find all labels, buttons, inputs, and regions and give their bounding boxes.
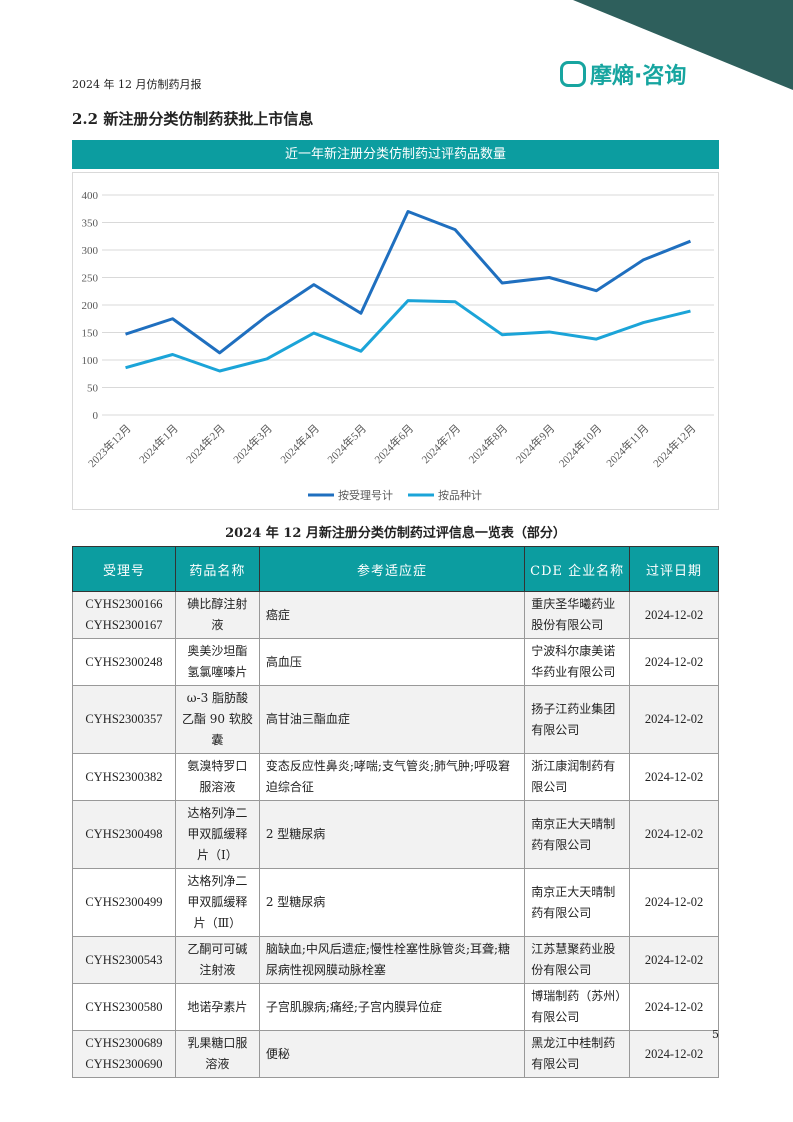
- x-tick-label: 2024年8月: [465, 421, 510, 466]
- application-no-cell: CYHS2300689 CYHS2300690: [72, 1030, 176, 1078]
- indication-cell: 便秘: [258, 1030, 526, 1078]
- indication-cell: 子宫肌腺病;痛经;子宫内膜异位症: [258, 983, 526, 1031]
- approval-date-cell: 2024-12-02: [629, 685, 719, 754]
- x-tick-label: 2024年6月: [371, 421, 416, 466]
- logo-icon: [560, 61, 586, 87]
- company-cell: 江苏慧聚药业股份有限公司: [524, 936, 631, 984]
- section-title: 2.2 新注册分类仿制药获批上市信息: [72, 110, 314, 128]
- drug-name-cell: 地诺孕素片: [174, 983, 260, 1031]
- application-no-cell: CYHS2300248: [72, 638, 176, 686]
- series-line-0: [125, 210, 692, 355]
- indication-cell: 高甘油三酯血症: [258, 685, 526, 754]
- x-tick-label: 2024年4月: [277, 421, 322, 466]
- approval-date-cell: 2024-12-02: [629, 800, 719, 869]
- x-tick-label: 2024年11月: [603, 421, 652, 470]
- table-row: CYHS2300580 地诺孕素片 子宫肌腺病;痛经;子宫内膜异位症 博瑞制药（苏州）…: [72, 983, 719, 1031]
- column-header: 参考适应症: [258, 546, 526, 592]
- legend-label: 按受理号计: [338, 488, 393, 502]
- company-cell: 南京正大天晴制药有限公司: [524, 800, 631, 869]
- y-tick-label: 0: [93, 410, 99, 422]
- application-no-cell: CYHS2300357: [72, 685, 176, 754]
- table-title: 2024 年 12 月新注册分类仿制药过评信息一览表（部分）: [225, 526, 566, 541]
- indication-cell: 2 型糖尿病: [258, 868, 526, 937]
- legend-label: 按品种计: [438, 488, 482, 502]
- x-tick-label: 2024年2月: [183, 421, 228, 466]
- drug-name-cell: 碘比醇注射液: [174, 591, 260, 639]
- application-no-cell: CYHS2300166 CYHS2300167: [72, 591, 176, 639]
- drug-name-cell: 奥美沙坦酯氢氯噻嗪片: [174, 638, 260, 686]
- table-row: CYHS2300499 达格列净二甲双胍缓释片（Ⅲ） 2 型糖尿病 南京正大天晴制药有…: [72, 868, 719, 937]
- column-header: 受理号: [72, 546, 176, 592]
- corner-decoration: [573, 0, 793, 90]
- logo-text: 摩熵·咨询: [590, 64, 687, 89]
- company-cell: 黑龙江中桂制药有限公司: [524, 1030, 631, 1078]
- approval-date-cell: 2024-12-02: [629, 983, 719, 1031]
- y-tick-label: 150: [82, 328, 99, 340]
- column-header: CDE 企业名称: [524, 546, 631, 592]
- chart: 0 50 100 150 200 250 300 350 400 2023年12月 2024年1月 2…: [72, 172, 719, 510]
- drug-name-cell: 达格列净二甲双胍缓释片（Ⅲ）: [174, 868, 260, 937]
- logo: 摩熵·咨询: [560, 58, 686, 90]
- indication-cell: 高血压: [258, 638, 526, 686]
- x-tick-label: 2024年1月: [136, 421, 181, 466]
- indication-cell: 癌症: [258, 591, 526, 639]
- y-tick-label: 50: [87, 383, 99, 395]
- table-row: CYHS2300543 乙酮可可碱注射液 脑缺血;中风后遗症;慢性栓塞性脉管炎;耳聋…: [72, 936, 719, 984]
- y-tick-label: 300: [82, 245, 99, 257]
- table-row: CYHS2300689 CYHS2300690 乳果糖口服溶液 便秘 黑龙江中桂制药有…: [72, 1030, 719, 1078]
- indication-cell: 2 型糖尿病: [258, 800, 526, 869]
- company-cell: 宁波科尔康美诺华药业有限公司: [524, 638, 631, 686]
- indication-cell: 变态反应性鼻炎;哮喘;支气管炎;肺气肿;呼吸窘迫综合征: [258, 753, 526, 801]
- table-row: CYHS2300382 氨溴特罗口服溶液 变态反应性鼻炎;哮喘;支气管炎;肺气肿;呼…: [72, 753, 719, 801]
- drug-name-cell: 达格列净二甲双胍缓释片（Ⅰ）: [174, 800, 260, 869]
- approval-date-cell: 2024-12-02: [629, 868, 719, 937]
- y-tick-label: 100: [82, 355, 99, 367]
- generic-approval-table: 受理号 药品名称 参考适应症 CDE 企业名称 过评日期 CYHS2300166 CYHS…: [72, 546, 719, 1078]
- company-cell: 重庆圣华曦药业股份有限公司: [524, 591, 631, 639]
- indication-cell: 脑缺血;中风后遗症;慢性栓塞性脉管炎;耳聋;糖尿病性视网膜动脉栓塞: [258, 936, 526, 984]
- y-tick-label: 400: [82, 190, 99, 202]
- approval-date-cell: 2024-12-02: [629, 1030, 719, 1078]
- company-cell: 南京正大天晴制药有限公司: [524, 868, 631, 937]
- x-tick-label: 2024年9月: [512, 421, 557, 466]
- x-tick-label: 2024年7月: [418, 421, 463, 466]
- x-tick-label: 2024年3月: [230, 421, 275, 466]
- approval-date-cell: 2024-12-02: [629, 753, 719, 801]
- application-no-cell: CYHS2300382: [72, 753, 176, 801]
- chart-title: 近一年新注册分类仿制药过评药品数量: [72, 140, 719, 169]
- table-row: CYHS2300498 达格列净二甲双胍缓释片（Ⅰ） 2 型糖尿病 南京正大天晴制药有…: [72, 800, 719, 869]
- report-header: 2024 年 12 月仿制药月报: [72, 78, 202, 91]
- table-row: CYHS2300357 ω-3 脂肪酸乙酯 90 软胶囊 高甘油三酯血症 扬子江药业集…: [72, 685, 719, 754]
- approval-date-cell: 2024-12-02: [629, 638, 719, 686]
- x-tick-label: 2024年5月: [324, 421, 369, 466]
- page-number: 5: [712, 1028, 719, 1041]
- company-cell: 扬子江药业集团有限公司: [524, 685, 631, 754]
- approval-date-cell: 2024-12-02: [629, 591, 719, 639]
- drug-name-cell: 氨溴特罗口服溶液: [174, 753, 260, 801]
- company-cell: 浙江康润制药有限公司: [524, 753, 631, 801]
- column-header: 药品名称: [174, 546, 260, 592]
- table-row: CYHS2300166 CYHS2300167 碘比醇注射液 癌症 重庆圣华曦药业股份…: [72, 591, 719, 639]
- table-row: CYHS2300248 奥美沙坦酯氢氯噻嗪片 高血压 宁波科尔康美诺华药业有限公司 20…: [72, 638, 719, 686]
- x-tick-label: 2024年10月: [556, 421, 605, 470]
- application-no-cell: CYHS2300543: [72, 936, 176, 984]
- drug-name-cell: 乙酮可可碱注射液: [174, 936, 260, 984]
- x-tick-label: 2024年12月: [650, 421, 699, 470]
- y-tick-label: 250: [82, 273, 99, 285]
- company-cell: 博瑞制药（苏州）有限公司: [524, 983, 631, 1031]
- approval-date-cell: 2024-12-02: [629, 936, 719, 984]
- application-no-cell: CYHS2300580: [72, 983, 176, 1031]
- application-no-cell: CYHS2300498: [72, 800, 176, 869]
- column-header: 过评日期: [629, 546, 719, 592]
- application-no-cell: CYHS2300499: [72, 868, 176, 937]
- drug-name-cell: 乳果糖口服溶液: [174, 1030, 260, 1078]
- y-tick-label: 350: [82, 218, 99, 230]
- x-tick-label: 2023年12月: [85, 421, 134, 470]
- y-tick-label: 200: [82, 300, 99, 312]
- drug-name-cell: ω-3 脂肪酸乙酯 90 软胶囊: [174, 685, 260, 754]
